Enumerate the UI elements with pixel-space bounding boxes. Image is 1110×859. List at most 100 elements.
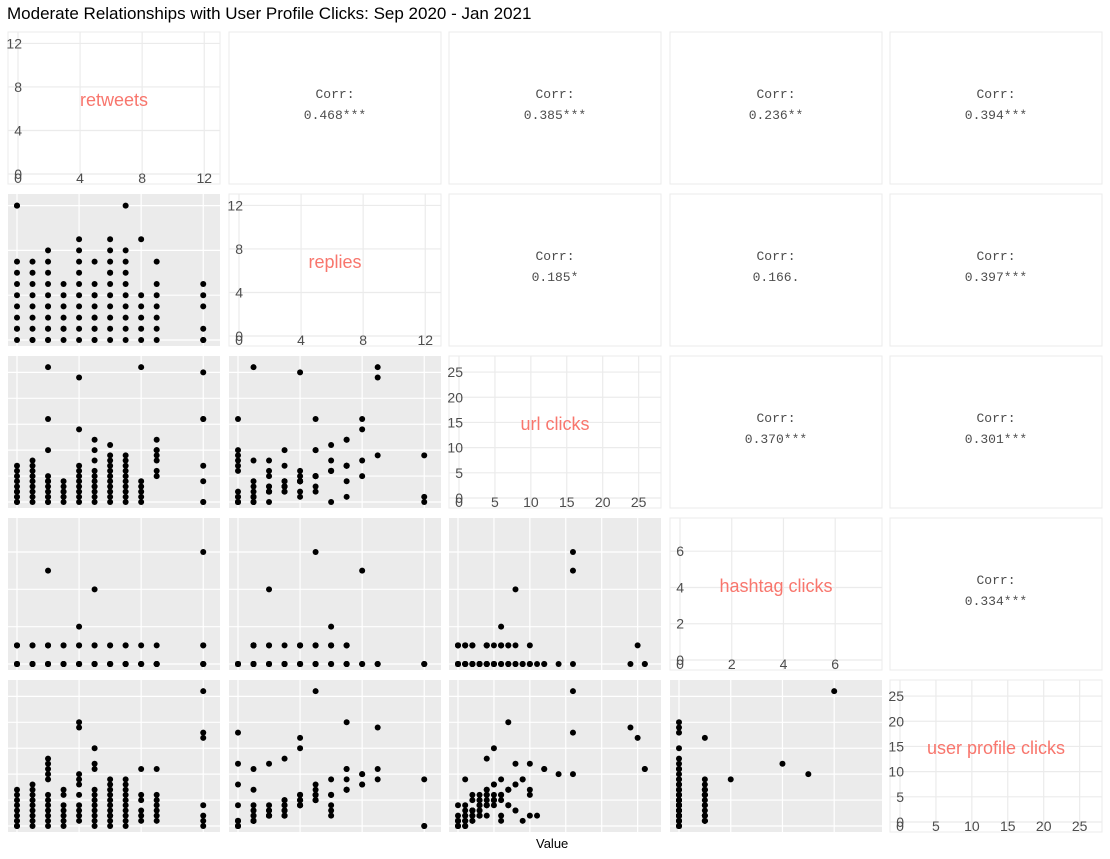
scatter-point (14, 337, 20, 343)
scatter-point (45, 791, 52, 798)
scatter-point (138, 661, 145, 667)
correlation-panel-frame (448, 193, 662, 347)
scatter-point (498, 812, 505, 819)
x-tick-label: 4 (780, 656, 788, 672)
diagonal-panel-frame (448, 355, 662, 509)
scatter-point (374, 374, 381, 381)
scatter-point (153, 452, 160, 459)
scatter-point (469, 797, 476, 804)
scatter-point (526, 642, 533, 649)
scatter-point (107, 281, 114, 287)
scatter-point (343, 719, 350, 726)
scatter-point (200, 337, 207, 343)
correlation-panel-frame (889, 193, 1103, 347)
scatter-point (312, 447, 319, 454)
scatter-point (250, 802, 257, 809)
x-tick-label: 8 (138, 170, 146, 186)
panel-4-0 (8, 680, 220, 832)
scatter-point (107, 247, 114, 254)
panel-2-4: Corr: 0.301*** (889, 355, 1103, 509)
scatter-point (14, 462, 20, 469)
scatter-point (153, 791, 160, 798)
scatter-point (45, 661, 52, 667)
scatter-point (312, 549, 319, 555)
scatter-point (200, 303, 207, 310)
scatter-point (312, 483, 319, 490)
scatter-point (29, 807, 36, 814)
scatter-point (297, 797, 304, 804)
scatter-point (297, 745, 304, 752)
scatter-panel-background (449, 518, 661, 670)
scatter-point (138, 478, 145, 485)
scatter-point (91, 586, 98, 593)
x-tick-label: 0 (455, 494, 463, 510)
scatter-point (122, 258, 129, 265)
scatter-point (138, 303, 145, 310)
scatter-point (91, 642, 98, 649)
scatter-point (122, 478, 129, 485)
scatter-point (200, 812, 207, 819)
scatter-point (76, 719, 83, 726)
correlation-panel-frame (889, 355, 1103, 509)
scatter-point (266, 661, 273, 667)
scatter-point (374, 364, 381, 371)
panel-1-4: Corr: 0.397*** (889, 193, 1103, 347)
scatter-point (29, 483, 36, 490)
scatter-point (107, 478, 114, 485)
scatter-point (328, 776, 335, 783)
scatter-point (634, 642, 641, 649)
scatter-point (200, 823, 207, 829)
scatter-point (107, 452, 114, 459)
scatter-point (490, 642, 497, 649)
scatter-point (328, 802, 335, 809)
scatter-point (200, 292, 207, 299)
scatter-point (76, 478, 83, 485)
scatter-point (91, 661, 98, 667)
scatter-point (153, 436, 160, 443)
scatter-point (266, 473, 273, 480)
scatter-point (122, 457, 129, 464)
scatter-point (374, 776, 381, 783)
scatter-point (490, 791, 497, 798)
scatter-point (462, 817, 469, 824)
scatter-point (483, 642, 490, 649)
scatter-point (200, 462, 207, 469)
scatter-point (469, 661, 476, 667)
y-tick-label: 2 (676, 616, 684, 632)
scatter-point (45, 303, 52, 310)
y-tick-label: 6 (676, 543, 684, 559)
scatter-point (29, 314, 36, 321)
scatter-point (498, 623, 505, 630)
scatter-point (14, 314, 20, 321)
scatter-point (91, 817, 98, 824)
scatter-point (250, 765, 257, 772)
scatter-point (676, 823, 682, 829)
scatter-point (676, 791, 682, 798)
scatter-point (76, 791, 83, 798)
scatter-point (297, 802, 304, 809)
scatter-point (455, 812, 461, 819)
x-tick-label: 0 (14, 170, 22, 186)
scatter-point (122, 493, 129, 500)
scatter-panel-background (8, 356, 220, 508)
scatter-point (45, 281, 52, 287)
scatter-point (107, 797, 114, 804)
scatter-point (831, 688, 838, 695)
scatter-point (200, 729, 207, 736)
scatter-point (29, 797, 36, 804)
scatter-point (281, 478, 288, 485)
x-tick-label: 0 (896, 818, 904, 834)
scatter-point (122, 314, 129, 321)
scatter-point (14, 202, 20, 209)
scatter-point (107, 791, 114, 798)
scatter-point (107, 467, 114, 474)
scatter-point (200, 817, 207, 824)
correlation-value: 0.370*** (745, 432, 807, 447)
scatter-point (421, 823, 428, 829)
scatter-point (76, 473, 83, 480)
scatter-point (76, 661, 83, 667)
scatter-point (235, 416, 241, 423)
scatter-point (250, 807, 257, 814)
scatter-point (512, 807, 519, 814)
scatter-point (250, 364, 257, 371)
